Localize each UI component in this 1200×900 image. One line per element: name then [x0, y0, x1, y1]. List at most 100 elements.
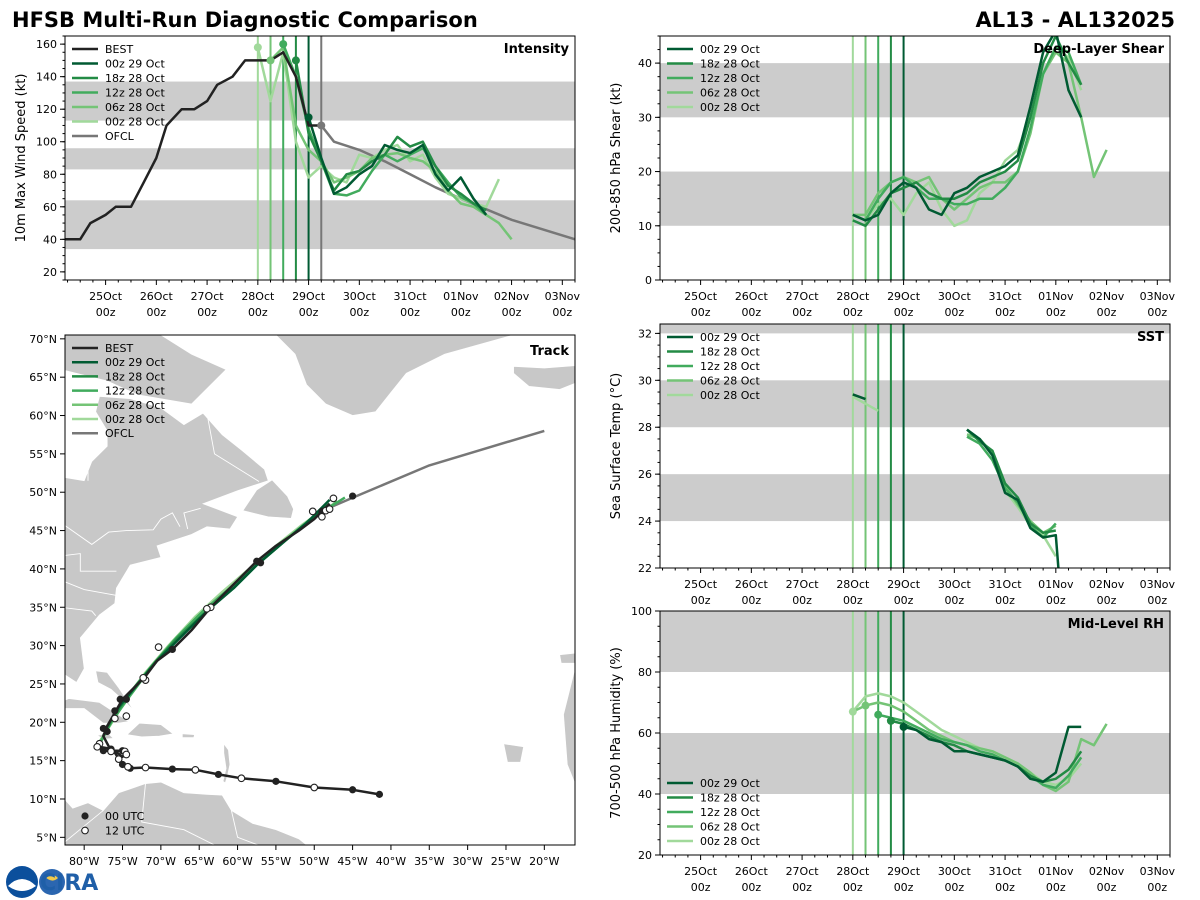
- track-marker-00utc: [348, 786, 357, 794]
- sst-ytick-label: 26: [638, 468, 652, 481]
- sst-legend-label: 00z 29 Oct: [700, 331, 760, 344]
- rh-xtick-hour: 00z: [944, 881, 964, 894]
- track-marker-12utc: [93, 742, 102, 751]
- sst-legend-label: 12z 28 Oct: [700, 360, 760, 373]
- track-lat-label: 45°N: [29, 525, 57, 538]
- intensity-legend-label: 00z 28 Oct: [105, 116, 165, 129]
- sst-ytick-label: 30: [638, 374, 652, 387]
- baffin-island: [65, 335, 227, 405]
- track-marker-12utc: [107, 747, 115, 756]
- track-lon-label: 55°W: [261, 855, 291, 868]
- track-lon-label: 80°W: [69, 855, 99, 868]
- sst-xtick-hour: 00z: [792, 594, 812, 607]
- sst-xtick-hour: 00z: [843, 594, 863, 607]
- intensity-shaded-band: [65, 200, 575, 250]
- track-lat-label: 5°N: [36, 831, 57, 844]
- shear-xtick-date: 25Oct: [684, 290, 718, 303]
- us-state-border: [65, 581, 119, 597]
- sst-panel: 22 24 26 28 30 32 25Oct 00z 26Oct 00z 27Oct 00z 28Oc…: [609, 323, 1176, 607]
- canada-province-border: [183, 507, 201, 530]
- sst-ytick-label: 28: [638, 421, 652, 434]
- track-marker-12utc: [310, 783, 319, 792]
- figure-title: HFSB Multi-Run Diagnostic Comparison: [12, 8, 478, 32]
- cira-logo-text: CIRA: [40, 871, 98, 896]
- intensity-xtick-hour: 00z: [552, 306, 572, 319]
- track-marker-12utc: [122, 712, 131, 721]
- rh-ytick-label: 20: [638, 849, 652, 862]
- sst-legend-label: 18z 28 Oct: [700, 346, 760, 359]
- intensity-xtick-hour: 00z: [349, 306, 369, 319]
- canary-islands: [559, 652, 575, 664]
- legend-12utc-label: 12 UTC: [105, 825, 145, 838]
- track-marker-12utc: [237, 774, 246, 783]
- shear-ytick-label: 30: [638, 111, 652, 124]
- rh-legend-label: 00z 28 Oct: [700, 835, 760, 848]
- rh-ylabel: 700-500 hPa Humidity (%): [609, 647, 624, 819]
- shear-ytick-label: 10: [638, 220, 652, 233]
- intensity-xtick-hour: 00z: [248, 306, 268, 319]
- intensity-xtick-date: 30Oct: [343, 290, 377, 303]
- track-lat-label: 55°N: [29, 448, 57, 461]
- intensity-legend-label: OFCL: [105, 130, 135, 143]
- track-marker-12utc: [141, 763, 150, 772]
- track-legend-label: BEST: [105, 342, 133, 355]
- intensity-series-00z-29-oct: [307, 116, 488, 216]
- track-marker-12utc: [203, 604, 211, 613]
- track-panel-title: Track: [530, 344, 569, 359]
- intensity-legend-label: BEST: [105, 43, 133, 56]
- track-lon-label: 65°W: [184, 855, 214, 868]
- shear-shaded-band: [660, 63, 1170, 118]
- sst-xtick-hour: 00z: [691, 594, 711, 607]
- shear-series-00z-29-oct: [852, 36, 1083, 222]
- shear-xtick-hour: 00z: [1097, 306, 1117, 319]
- sst-series-00z-29-oct: [852, 393, 866, 401]
- intensity-xtick-hour: 00z: [96, 306, 116, 319]
- rh-legend-label: 00z 29 Oct: [700, 777, 760, 790]
- rh-ytick-label: 60: [638, 727, 652, 740]
- intensity-init-marker-18z-28-oct: [291, 56, 300, 65]
- iceland-island: [513, 365, 575, 390]
- rh-xtick-hour: 00z: [741, 881, 761, 894]
- north-america-landmass: [65, 396, 269, 683]
- rh-ytick-label: 100: [631, 605, 652, 618]
- rh-xtick-date: 03Nov: [1140, 865, 1176, 878]
- intensity-ytick-label: 80: [43, 168, 57, 181]
- intensity-xtick-date: 02Nov: [494, 290, 530, 303]
- sst-ylabel: Sea Surface Temp (°C): [609, 373, 624, 520]
- intensity-legend-label: 00z 29 Oct: [105, 58, 165, 71]
- intensity-xtick-hour: 00z: [502, 306, 522, 319]
- intensity-legend-label: 12z 28 Oct: [105, 87, 165, 100]
- sst-series-00z-29-oct: [966, 428, 1060, 568]
- rh-init-marker-18z-28-oct: [886, 716, 895, 725]
- rh-init-marker-06z-28-oct: [861, 701, 870, 710]
- track-plot-area: [65, 335, 575, 845]
- rh-xtick-date: 02Nov: [1089, 865, 1125, 878]
- track-lat-label: 25°N: [29, 678, 57, 691]
- canada-province-border: [206, 413, 260, 482]
- rh-xtick-hour: 00z: [792, 881, 812, 894]
- intensity-xtick-date: 26Oct: [140, 290, 174, 303]
- intensity-ytick-label: 160: [36, 38, 57, 51]
- shear-ytick-label: 40: [638, 57, 652, 70]
- shear-shaded-band: [660, 171, 1170, 226]
- sst-xtick-date: 26Oct: [735, 578, 769, 591]
- sst-xtick-hour: 00z: [995, 594, 1015, 607]
- intensity-xtick-hour: 00z: [146, 306, 166, 319]
- track-marker-12utc: [329, 494, 338, 503]
- track-axes-frame: [64, 334, 576, 846]
- rh-xtick-hour: 00z: [843, 881, 863, 894]
- rh-legend-label: 12z 28 Oct: [700, 806, 760, 819]
- shear-xtick-date: 26Oct: [735, 290, 769, 303]
- legend-00utc-marker: [81, 812, 89, 820]
- track-lon-label: 25°W: [491, 855, 521, 868]
- track-legend-label: OFCL: [105, 427, 135, 440]
- rh-legend-label: 18z 28 Oct: [700, 792, 760, 805]
- track-marker-12utc: [325, 505, 334, 513]
- rh-xtick-date: 31Oct: [989, 865, 1023, 878]
- intensity-ylabel: 10m Max Wind Speed (kt): [14, 74, 29, 243]
- track-marker-12utc: [139, 673, 148, 682]
- track-lat-label: 60°N: [29, 410, 57, 423]
- track-lat-label: 50°N: [29, 486, 57, 499]
- intensity-ytick-label: 60: [43, 201, 57, 214]
- europe-africa-edge: [563, 668, 575, 784]
